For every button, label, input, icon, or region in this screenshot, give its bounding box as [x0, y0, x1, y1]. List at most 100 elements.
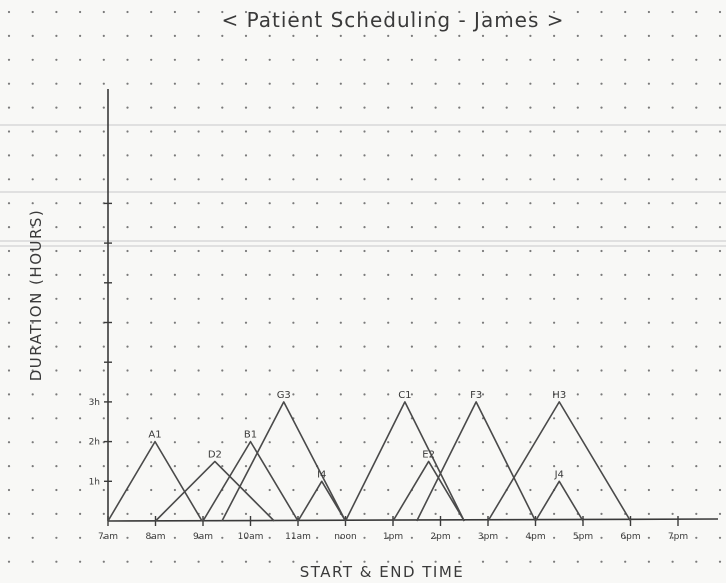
grid-dot	[553, 441, 556, 444]
grid-dot	[126, 249, 129, 253]
grid-dot	[529, 34, 532, 38]
grid-dot	[458, 226, 461, 229]
grid-dot	[316, 393, 319, 396]
grid-dot	[173, 202, 176, 205]
grid-dot	[7, 58, 11, 61]
grid-dot	[102, 345, 105, 348]
grid-dot	[221, 58, 224, 61]
grid-dot	[55, 34, 58, 38]
grid-dot	[458, 273, 461, 276]
appointment-j4	[534, 480, 584, 522]
grid-dot	[339, 106, 342, 109]
grid-dot	[79, 249, 82, 253]
grid-dot	[339, 273, 342, 276]
chart-title: < Patient Scheduling - James >	[221, 8, 564, 32]
grid-dot	[7, 441, 11, 444]
grid-dot	[363, 202, 366, 205]
grid-dot	[600, 58, 603, 61]
grid-dot	[363, 345, 366, 348]
grid-dot	[244, 58, 248, 61]
appointment-g3	[221, 401, 347, 522]
appointment-label: E2	[422, 449, 435, 460]
grid-dot	[268, 273, 271, 276]
grid-dot	[458, 10, 461, 14]
grid-dot	[624, 130, 627, 133]
grid-dot	[316, 82, 319, 85]
grid-dot	[647, 369, 651, 372]
grid-dot	[31, 369, 34, 372]
grid-dot	[7, 202, 11, 205]
grid-dot	[244, 417, 248, 420]
grid-dot	[268, 106, 271, 109]
grid-dot	[363, 226, 366, 229]
grid-dot	[55, 345, 58, 348]
grid-dot	[695, 273, 698, 276]
grid-dot	[600, 345, 603, 348]
grid-dot	[718, 106, 722, 109]
grid-dot	[173, 273, 176, 276]
grid-dot	[339, 10, 342, 14]
grid-dot	[363, 58, 366, 61]
grid-dot	[150, 441, 153, 444]
grid-dot	[576, 321, 579, 324]
grid-dot	[458, 297, 461, 300]
grid-dot	[458, 369, 461, 372]
grid-dot	[553, 369, 556, 372]
grid-dot	[576, 273, 579, 276]
grid-dot	[102, 58, 105, 61]
grid-dot	[718, 82, 722, 85]
grid-dot	[481, 536, 485, 539]
grid-dot	[197, 441, 200, 444]
grid-dot	[458, 130, 461, 133]
grid-dot	[150, 58, 153, 61]
grid-dot	[150, 154, 153, 157]
grid-dot	[31, 130, 34, 133]
grid-dot	[126, 34, 129, 38]
grid-dot	[197, 393, 200, 396]
grid-dot	[718, 34, 722, 38]
grid-dot	[339, 178, 342, 181]
grid-dot	[458, 560, 461, 563]
grid-dot	[102, 560, 105, 563]
grid-dot	[505, 58, 508, 61]
grid-dot	[434, 393, 437, 396]
grid-dot	[150, 82, 153, 85]
grid-dot	[434, 154, 437, 157]
grid-dot	[173, 106, 176, 109]
grid-dot	[647, 154, 651, 157]
grid-dot	[292, 249, 295, 253]
grid-dot	[126, 82, 129, 85]
grid-dot	[31, 226, 34, 229]
grid-dot	[647, 465, 651, 468]
grid-dot	[7, 345, 11, 348]
grid-dot	[31, 441, 34, 444]
grid-dot	[102, 10, 105, 14]
grid-dot	[150, 393, 153, 396]
grid-dot	[55, 130, 58, 133]
grid-dot	[434, 202, 437, 205]
grid-dot	[102, 82, 105, 85]
grid-dot	[221, 178, 224, 181]
grid-dot	[647, 178, 651, 181]
grid-dot	[481, 249, 485, 253]
grid-dot	[173, 178, 176, 181]
grid-dot	[647, 321, 651, 324]
grid-dot	[339, 345, 342, 348]
appointment-label: H3	[552, 390, 566, 401]
grid-dot	[695, 536, 698, 539]
grid-dot	[79, 34, 82, 38]
grid-dot	[173, 441, 176, 444]
grid-dot	[292, 560, 295, 563]
grid-dot	[55, 488, 58, 492]
grid-dot	[173, 465, 176, 468]
grid-dot	[718, 154, 722, 157]
grid-dot	[55, 226, 58, 229]
grid-dot	[102, 488, 105, 492]
grid-dot	[387, 178, 390, 181]
grid-dot	[102, 297, 105, 300]
grid-dot	[102, 393, 105, 396]
grid-dot	[292, 226, 295, 229]
grid-dot	[481, 82, 485, 85]
appointment-label: D2	[208, 449, 222, 460]
grid-dot	[410, 82, 413, 85]
